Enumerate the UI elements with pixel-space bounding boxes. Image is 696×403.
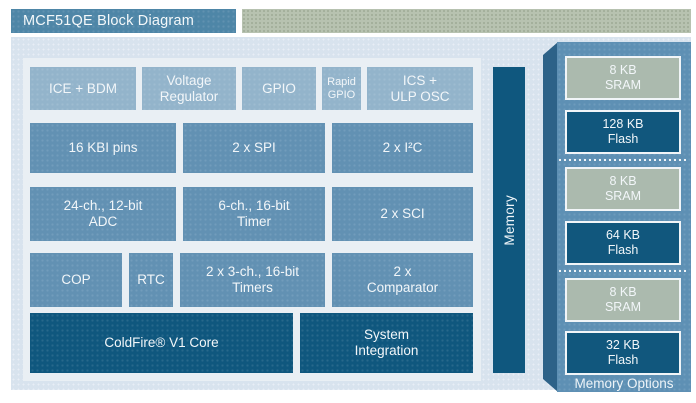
memory-bus-bar: Memory <box>493 67 525 373</box>
dotted-separator-2 <box>559 270 689 272</box>
block-rapid-gpio: Rapid GPIO <box>322 67 361 110</box>
memory-block-flash-32-label: 32 KB Flash <box>605 338 641 367</box>
block-ice-bdm: ICE + BDM <box>30 67 136 110</box>
block-kbi-pins-label: 16 KBI pins <box>68 140 138 156</box>
block-ics-ulp-osc: ICS + ULP OSC <box>367 67 473 110</box>
block-voltage-regulator-label: Voltage Regulator <box>159 72 219 104</box>
block-adc: 24-ch., 12-bit ADC <box>30 187 176 241</box>
memory-block-flash-64: 64 KB Flash <box>565 221 681 265</box>
block-timer: 6-ch., 16-bit Timer <box>183 187 325 241</box>
block-comparator: 2 x Comparator <box>332 253 473 307</box>
block-timers-2x3ch: 2 x 3-ch., 16-bit Timers <box>180 253 325 307</box>
block-rtc: RTC <box>129 253 173 307</box>
block-timers-2x3ch-label: 2 x 3-ch., 16-bit Timers <box>205 264 300 295</box>
block-ice-bdm-label: ICE + BDM <box>49 80 117 96</box>
block-rtc-label: RTC <box>137 272 165 288</box>
memory-block-sram-2-label: 8 KB SRAM <box>604 174 642 203</box>
memory-block-flash-128-label: 128 KB Flash <box>602 117 644 146</box>
block-system-integration-label: System Integration <box>354 327 419 358</box>
block-coldfire-core-label: ColdFire® V1 Core <box>104 335 219 351</box>
block-cop: COP <box>30 253 122 307</box>
memory-options-panel-side <box>543 42 558 392</box>
block-system-integration: System Integration <box>300 313 473 373</box>
memory-block-flash-32: 32 KB Flash <box>565 331 681 375</box>
block-gpio-label: GPIO <box>262 80 296 96</box>
block-gpio: GPIO <box>242 67 316 110</box>
memory-options-panel: 8 KB SRAM 128 KB Flash 8 KB SRAM 64 KB F… <box>543 42 691 392</box>
dotted-separator-1 <box>559 159 689 161</box>
memory-block-sram-3: 8 KB SRAM <box>565 278 681 322</box>
page-title: MCF51QE Block Diagram <box>23 13 194 29</box>
block-spi: 2 x SPI <box>183 123 325 173</box>
memory-block-flash-64-label: 64 KB Flash <box>605 228 641 257</box>
memory-block-flash-128: 128 KB Flash <box>565 110 681 154</box>
memory-options-caption: Memory Options <box>574 376 674 391</box>
memory-block-sram-1: 8 KB SRAM <box>565 56 681 100</box>
block-sci-label: 2 x SCI <box>380 206 425 222</box>
header-accent-strip <box>242 9 691 33</box>
block-ics-ulp-osc-label: ICS + ULP OSC <box>390 72 450 104</box>
block-i2c-label: 2 x I²C <box>382 140 423 156</box>
block-kbi-pins: 16 KBI pins <box>30 123 176 173</box>
memory-options-panel-face: 8 KB SRAM 128 KB Flash 8 KB SRAM 64 KB F… <box>557 42 691 392</box>
block-coldfire-core: ColdFire® V1 Core <box>30 313 293 373</box>
block-voltage-regulator: Voltage Regulator <box>142 67 236 110</box>
block-cop-label: COP <box>61 272 91 288</box>
block-spi-label: 2 x SPI <box>232 140 276 156</box>
block-adc-label: 24-ch., 12-bit ADC <box>63 198 143 229</box>
diagram-title-bar: MCF51QE Block Diagram <box>11 9 236 33</box>
memory-block-sram-2: 8 KB SRAM <box>565 167 681 211</box>
block-rapid-gpio-label: Rapid GPIO <box>327 75 356 101</box>
block-comparator-label: 2 x Comparator <box>366 264 439 295</box>
memory-block-sram-3-label: 8 KB SRAM <box>604 285 642 314</box>
block-i2c: 2 x I²C <box>332 123 473 173</box>
block-sci: 2 x SCI <box>332 187 473 241</box>
memory-bus-bar-label: Memory <box>501 194 517 246</box>
memory-block-sram-1-label: 8 KB SRAM <box>604 63 642 92</box>
block-timer-label: 6-ch., 16-bit Timer <box>218 198 290 229</box>
